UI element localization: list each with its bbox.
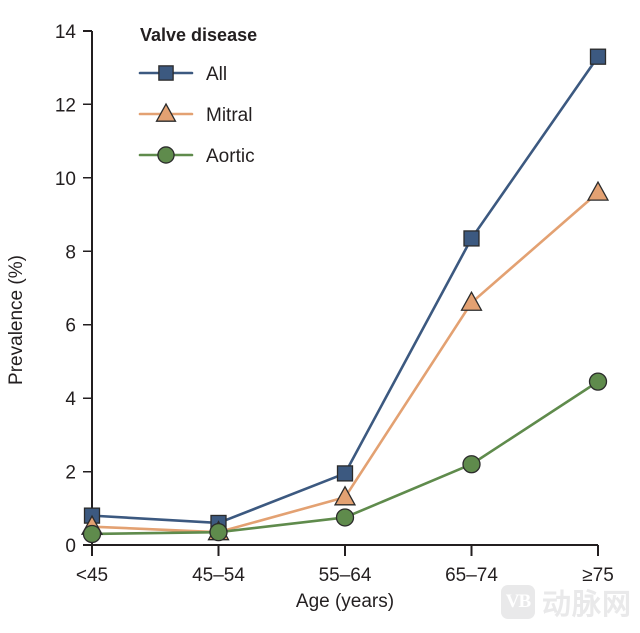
data-point-marker xyxy=(335,508,355,527)
legend-entries: All Mitral Aortic xyxy=(138,64,255,167)
legend-label-aortic: Aortic xyxy=(206,146,255,167)
y-tick-label: 0 xyxy=(65,536,76,557)
y-tick-label: 14 xyxy=(55,22,77,43)
data-point-marker xyxy=(589,48,607,65)
x-axis-category-labels: <45 45–54 55–64 65–74 ≥75 xyxy=(76,565,614,586)
legend-label-mitral: Mitral xyxy=(206,105,252,126)
legend-label-all: All xyxy=(206,64,227,85)
data-point-marker xyxy=(82,524,102,544)
data-point-marker xyxy=(588,372,608,391)
x-tick-label: 65–74 xyxy=(445,565,498,586)
data-point-marker xyxy=(333,485,357,506)
y-tick-label: 6 xyxy=(65,316,76,337)
x-tick-label: <45 xyxy=(76,565,108,586)
data-point-marker xyxy=(157,146,175,164)
y-axis-ticks: 0 2 4 6 8 10 12 14 xyxy=(55,22,92,557)
x-tick-label: ≥75 xyxy=(582,565,614,586)
series-line xyxy=(90,55,600,525)
data-point-marker xyxy=(463,230,480,247)
x-tick-label: 55–64 xyxy=(319,565,372,586)
y-axis-label: Prevalence (%) xyxy=(6,255,27,385)
legend-title: Valve disease xyxy=(140,25,257,45)
data-point-marker xyxy=(209,523,228,542)
y-tick-label: 12 xyxy=(55,95,76,116)
data-point-marker xyxy=(460,290,483,311)
y-tick-label: 8 xyxy=(65,242,76,263)
x-axis-ticks xyxy=(91,545,599,556)
series-markers-group xyxy=(80,48,610,544)
y-tick-label: 2 xyxy=(65,463,76,484)
y-tick-label: 10 xyxy=(55,169,76,190)
data-point-marker xyxy=(586,180,610,201)
data-point-marker xyxy=(336,465,354,482)
chart-legend: Valve disease All Mitral Aortic xyxy=(138,25,257,167)
x-axis-label: Age (years) xyxy=(296,591,394,612)
data-point-marker xyxy=(462,455,481,474)
x-tick-label: 45–54 xyxy=(192,565,245,586)
series-lines-group xyxy=(90,55,600,536)
y-tick-label: 4 xyxy=(65,389,76,410)
data-point-marker xyxy=(158,65,174,81)
data-point-marker xyxy=(155,102,177,122)
